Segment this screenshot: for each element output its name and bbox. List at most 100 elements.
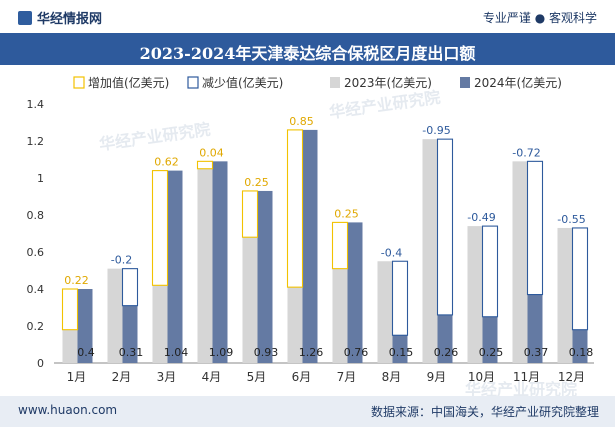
bar-2024 [257,190,273,363]
bar-2023 [332,268,348,363]
x-tick-label: 5月 [247,370,267,384]
value-label-2024: 0.76 [344,346,369,359]
bar-2024 [347,222,363,363]
bar-2024 [122,305,138,363]
tagline: 专业严谨 ● 客观科学 [482,11,597,25]
chart-title: 2023-2024年天津泰达综合保税区月度出口额 [139,44,476,63]
bar-2024 [302,129,318,363]
decrease-box [526,160,544,296]
bar-2024 [527,294,543,363]
x-tick-label: 10月 [468,370,495,384]
increase-box [151,170,169,286]
increase-box [196,160,214,170]
value-label-2024: 0.4 [77,346,95,359]
watermark: 华经产业研究院 [328,88,442,122]
x-tick-label: 9月 [427,370,447,384]
brand-logo-icon [18,11,32,25]
website: www.huaon.com [18,403,118,417]
legend-swatch-2023 [330,77,340,88]
bar-2023 [287,287,303,363]
bar-2024 [212,161,228,363]
bar-2024 [572,329,588,363]
change-label: 0.25 [334,207,359,220]
change-label: 0.04 [199,146,224,159]
y-tick-label: 1.4 [27,98,45,111]
increase-box [331,221,349,270]
decrease-box [121,268,139,307]
bar-2023 [422,139,438,363]
bar-2023 [512,161,528,363]
bar-2023 [557,227,573,363]
value-label-2024: 1.26 [299,346,324,359]
x-tick-label: 1月 [67,370,87,384]
x-tick-label: 4月 [202,370,222,384]
y-tick-label: 1 [37,172,44,185]
y-tick-label: 0.4 [27,283,45,296]
change-label: -0.72 [512,146,540,159]
y-tick-label: 1.2 [27,135,45,148]
legend-swatch-2024 [460,77,470,88]
y-tick-label: 0.6 [27,246,45,259]
increase-box [61,288,79,331]
y-tick-label: 0.8 [27,209,45,222]
data-source: 数据来源：中国海关，华经产业研究院整理 [370,405,599,419]
x-tick-label: 2月 [112,370,132,384]
bar-2023 [197,168,213,363]
bar-2023 [242,237,258,363]
bar-2024 [482,316,498,363]
bar-2023 [107,268,123,363]
value-label-2024: 0.93 [254,346,279,359]
increase-box [286,129,304,288]
value-label-2024: 0.26 [434,346,459,359]
change-label: 0.62 [154,156,179,169]
decrease-box [481,225,499,318]
y-tick-label: 0 [37,357,44,370]
value-label-2024: 0.25 [479,346,504,359]
change-label: -0.49 [467,211,495,224]
watermark: 华经产业研究院 [98,120,212,154]
value-label-2024: 1.04 [164,346,189,359]
value-label-2024: 0.18 [569,346,594,359]
x-tick-label: 8月 [382,370,402,384]
change-label: 0.22 [64,274,89,287]
title-bar [0,33,615,65]
legend-label: 2024年(亿美元) [474,75,562,90]
bar-2023 [467,226,483,363]
change-label: -0.2 [111,254,132,267]
value-label-2024: 0.31 [119,346,144,359]
bar-2023 [62,329,78,363]
value-label-2024: 0.37 [524,346,549,359]
decrease-box [391,260,409,336]
y-tick-label: 0.2 [27,320,45,333]
x-tick-label: 11月 [513,370,540,384]
legend-swatch-decrease [187,76,199,89]
decrease-box [571,227,589,331]
change-label: -0.95 [422,124,450,137]
footer-bar [0,396,615,427]
x-tick-label: 7月 [337,370,357,384]
bar-2023 [152,285,168,363]
value-label-2024: 1.09 [209,346,234,359]
decrease-box [436,138,454,316]
legend-label: 减少值(亿美元) [202,75,283,90]
bar-2024 [167,170,183,363]
top-bar [0,0,615,33]
legend-label: 2023年(亿美元) [344,75,432,90]
bar-2024 [437,314,453,363]
change-label: 0.85 [289,115,314,128]
value-label-2024: 0.15 [389,346,414,359]
legend-label: 增加值(亿美元) [88,75,169,90]
change-label: -0.55 [557,213,585,226]
change-label: 0.25 [244,176,269,189]
x-tick-label: 12月 [558,370,585,384]
brand-name: 华经情报网 [37,12,103,27]
change-label: -0.4 [381,246,402,259]
bar-2023 [377,261,393,363]
watermark: 华经产业研究院 [465,380,577,399]
brand: 华经情报网 [18,8,102,27]
bar-2024 [392,335,408,363]
bar-2024 [77,289,93,363]
legend-swatch-increase [73,76,85,89]
